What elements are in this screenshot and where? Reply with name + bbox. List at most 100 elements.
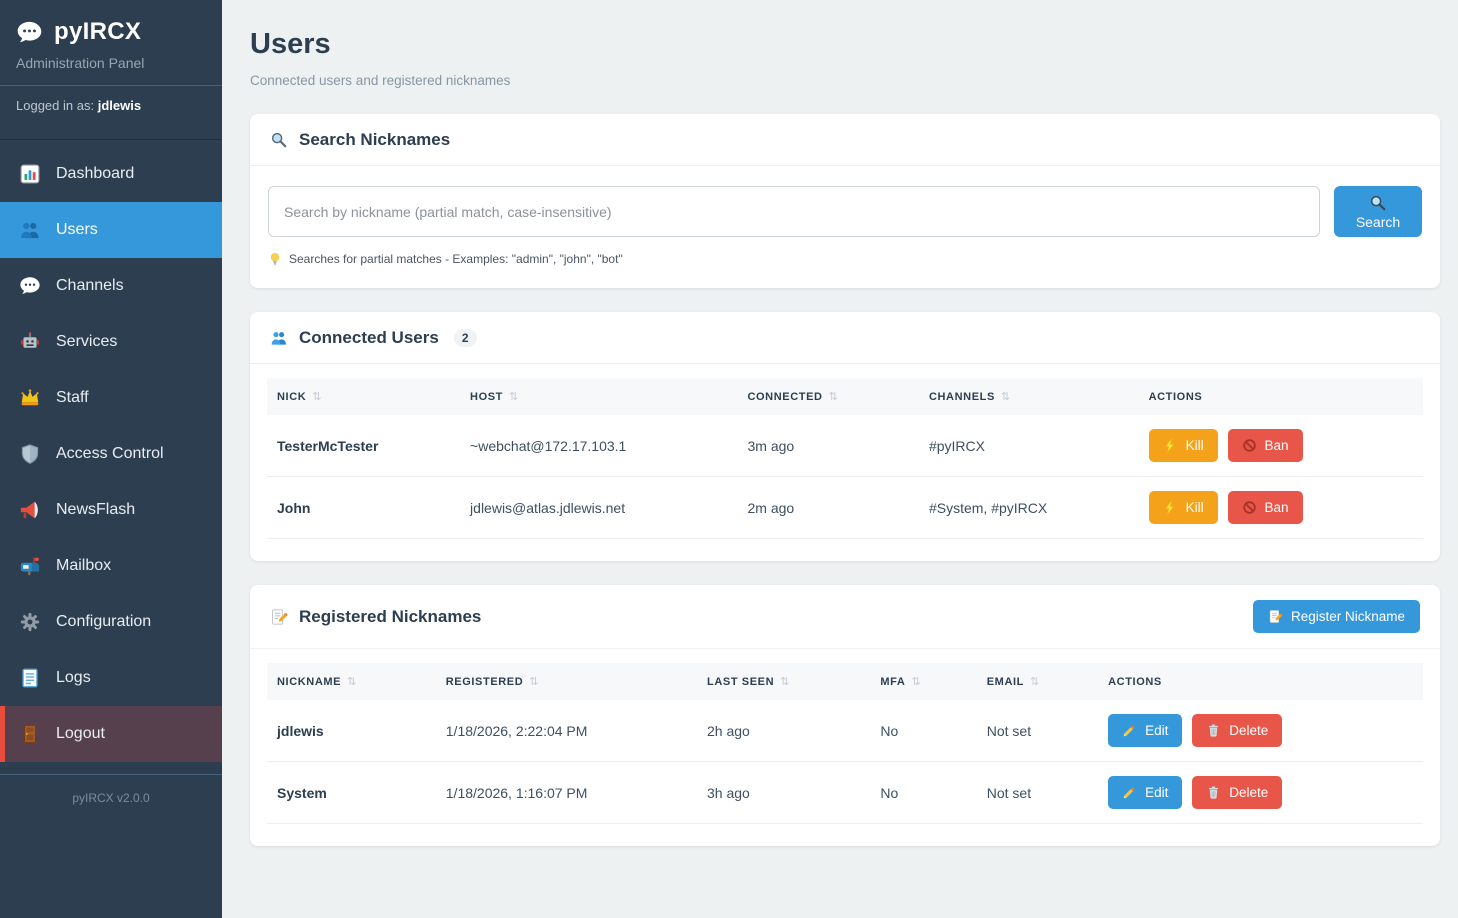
table-row: System 1/18/2026, 1:16:07 PM 3h ago No N… [267, 761, 1423, 824]
nickname-cell: System [267, 761, 436, 824]
delete-button[interactable]: Delete [1192, 776, 1283, 809]
no-entry-icon [1242, 500, 1257, 515]
column-header-connected[interactable]: CONNECTED ⇅ [737, 378, 919, 415]
user-host: jdlewis@atlas.jdlewis.net [460, 476, 738, 539]
search-hint-text: Searches for partial matches - Examples:… [289, 252, 623, 266]
column-header-channels[interactable]: CHANNELS ⇅ [918, 378, 1139, 415]
connected-users-table: NICK ⇅ HOST ⇅ CONNECTED ⇅ CHANNELS ⇅ ACTIONS… [267, 378, 1423, 539]
no-entry-icon [1242, 438, 1257, 453]
users-icon [19, 219, 41, 241]
sidebar-item-label: Channels [56, 277, 124, 294]
page-subtitle: Connected users and registered nicknames [250, 73, 511, 88]
sidebar-item-label: Mailbox [56, 557, 112, 574]
column-header-nick[interactable]: NICK ⇅ [267, 378, 461, 415]
user-channels: #pyIRCX [918, 415, 1139, 477]
sidebar-item-access-control[interactable]: Access Control [0, 426, 222, 482]
trash-icon [1206, 723, 1221, 738]
column-header-nickname[interactable]: NICKNAME ⇅ [267, 663, 436, 700]
sidebar-item-logs[interactable]: Logs [0, 650, 222, 706]
column-header-mfa[interactable]: MFA ⇅ [870, 663, 977, 700]
table-header-row: NICKNAME ⇅ REGISTERED ⇅ LAST SEEN ⇅ MFA ⇅ EM… [267, 663, 1423, 700]
edit-button[interactable]: Edit [1108, 714, 1183, 747]
registered-cell: 1/18/2026, 2:22:04 PM [435, 700, 698, 762]
connected-users-header: Connected Users 2 [250, 312, 1440, 364]
channels-icon [19, 275, 41, 297]
delete-button[interactable]: Delete [1192, 714, 1283, 747]
sort-icon: ⇅ [780, 676, 790, 688]
sidebar-item-logout[interactable]: Logout [0, 706, 222, 762]
table-row: TesterMcTester ~webchat@172.17.103.1 3m … [267, 415, 1423, 477]
sort-icon: ⇅ [1000, 391, 1011, 403]
table-header-row: NICK ⇅ HOST ⇅ CONNECTED ⇅ CHANNELS ⇅ ACTIONS [267, 378, 1423, 415]
registered-nicknames-title: Registered Nicknames [299, 606, 482, 626]
connected-users-count: 2 [453, 328, 477, 347]
sidebar-item-staff[interactable]: Staff [0, 370, 222, 426]
page-title: Users [250, 28, 331, 60]
sidebar-item-mailbox[interactable]: Mailbox [0, 538, 222, 594]
ban-button[interactable]: Ban [1227, 491, 1303, 524]
logged-in-username: jdlewis [97, 98, 142, 113]
sidebar-item-label: Staff [56, 389, 89, 406]
sort-icon: ⇅ [509, 391, 519, 403]
lightbulb-icon [268, 252, 282, 266]
users-icon [270, 329, 288, 347]
sort-icon: ⇅ [1029, 676, 1040, 688]
kill-button[interactable]: Kill [1148, 429, 1218, 462]
mailbox-icon [19, 555, 41, 577]
table-row: jdlewis 1/18/2026, 2:22:04 PM 2h ago No … [267, 700, 1423, 762]
sidebar-item-label: Logs [56, 669, 91, 686]
sort-icon: ⇅ [312, 391, 323, 403]
column-header-actions: ACTIONS [1098, 663, 1423, 700]
sidebar-item-channels[interactable]: Channels [0, 258, 222, 314]
sidebar-item-dashboard[interactable]: Dashboard [0, 146, 222, 202]
mfa-cell: No [870, 761, 977, 824]
registered-cell: 1/18/2026, 1:16:07 PM [435, 761, 698, 824]
search-input[interactable] [268, 186, 1320, 237]
sort-icon: ⇅ [911, 676, 922, 688]
column-header-email[interactable]: EMAIL ⇅ [976, 663, 1099, 700]
registered-nicknames-card: Registered Nicknames Register Nickname N… [250, 585, 1440, 846]
sidebar-item-newsflash[interactable]: NewsFlash [0, 482, 222, 538]
email-cell: Not set [976, 761, 1099, 824]
column-header-host[interactable]: HOST ⇅ [460, 378, 738, 415]
nickname-cell: jdlewis [267, 700, 436, 762]
sidebar-item-label: Access Control [56, 445, 164, 462]
pencil-icon [1122, 723, 1137, 738]
sidebar-item-label: Dashboard [56, 165, 135, 182]
sidebar-item-users[interactable]: Users [0, 202, 222, 258]
search-button[interactable]: Search [1334, 186, 1422, 237]
sidebar-item-services[interactable]: Services [0, 314, 222, 370]
ban-button[interactable]: Ban [1227, 429, 1303, 462]
registered-nicknames-table: NICKNAME ⇅ REGISTERED ⇅ LAST SEEN ⇅ MFA ⇅ EM… [267, 663, 1423, 824]
pencil-icon [1122, 785, 1137, 800]
sort-icon: ⇅ [529, 676, 540, 688]
register-nickname-button[interactable]: Register Nickname [1252, 600, 1420, 633]
app-subtitle: Administration Panel [16, 55, 145, 71]
search-icon [270, 131, 288, 149]
sidebar-header: pyIRCX Administration Panel [0, 0, 222, 86]
sidebar-item-configuration[interactable]: Configuration [0, 594, 222, 650]
column-header-last-seen[interactable]: LAST SEEN ⇅ [697, 663, 871, 700]
user-connected: 2m ago [737, 476, 919, 539]
table-row: John jdlewis@atlas.jdlewis.net 2m ago #S… [267, 476, 1423, 539]
column-header-registered[interactable]: REGISTERED ⇅ [435, 663, 698, 700]
sort-icon: ⇅ [347, 676, 357, 688]
shield-icon [19, 443, 41, 465]
last-seen-cell: 3h ago [697, 761, 871, 824]
sort-icon: ⇅ [828, 391, 839, 403]
connected-users-card: Connected Users 2 NICK ⇅ HOST ⇅ CONNECTED ⇅… [250, 312, 1440, 561]
search-card-header: Search Nicknames [250, 114, 1440, 166]
last-seen-cell: 2h ago [697, 700, 871, 762]
staff-icon [19, 387, 41, 409]
user-host: ~webchat@172.17.103.1 [460, 415, 738, 477]
user-connected: 3m ago [737, 415, 919, 477]
sidebar-item-label: Users [56, 221, 98, 238]
search-button-label: Search [1355, 213, 1401, 230]
kill-button[interactable]: Kill [1148, 491, 1218, 524]
search-card-title: Search Nicknames [299, 129, 451, 149]
sidebar-nav: Dashboard Users Channels Services Staff [0, 140, 222, 762]
services-icon [19, 331, 41, 353]
sidebar: pyIRCX Administration Panel Logged in as… [0, 0, 222, 918]
search-icon [1369, 194, 1387, 212]
edit-button[interactable]: Edit [1108, 776, 1183, 809]
